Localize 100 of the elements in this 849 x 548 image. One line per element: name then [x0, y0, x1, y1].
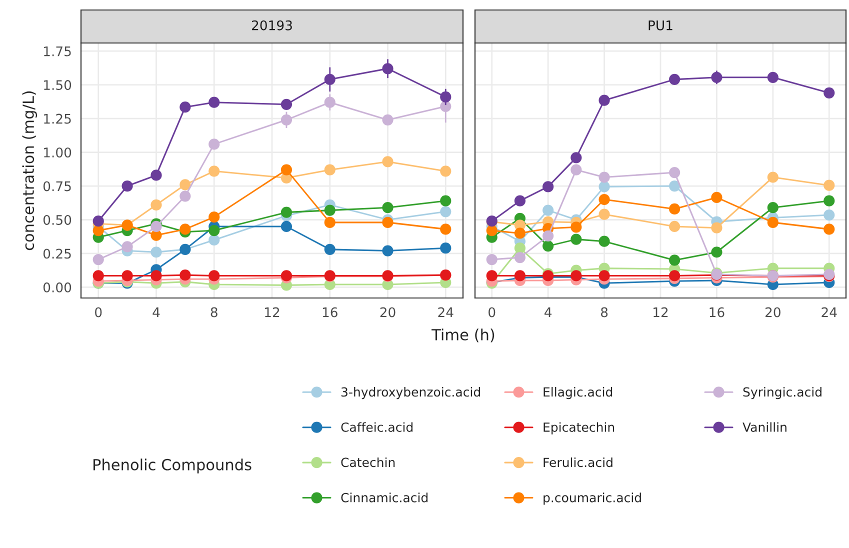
legend-label: Ferulic.acid	[544, 457, 612, 468]
point	[767, 172, 778, 183]
point	[542, 204, 554, 216]
point	[440, 242, 452, 254]
legend-label: p.coumaric.acid	[544, 492, 641, 505]
point	[514, 195, 526, 206]
point	[92, 270, 104, 282]
y-tick-label: 1.25	[44, 114, 71, 124]
point	[280, 206, 292, 218]
point	[280, 164, 292, 176]
point	[542, 230, 554, 242]
point	[150, 199, 162, 210]
x-tick-label: 20	[765, 307, 780, 318]
point	[598, 236, 610, 247]
point	[570, 164, 582, 176]
point	[122, 270, 133, 282]
point	[486, 270, 498, 282]
point	[824, 87, 835, 98]
point	[711, 192, 722, 204]
x-tick-label: 12	[265, 307, 280, 318]
point	[570, 222, 582, 233]
point	[440, 166, 452, 177]
point	[598, 194, 610, 206]
x-tick-label: 24	[822, 307, 837, 318]
point	[208, 234, 220, 246]
x-tick-label: 8	[600, 307, 608, 318]
point	[711, 246, 722, 258]
point	[92, 224, 104, 236]
point	[598, 172, 610, 183]
point	[824, 209, 835, 221]
x-tick-label: 4	[544, 307, 552, 318]
point	[92, 254, 104, 266]
legend-label: Cinnamic.acid	[341, 492, 428, 502]
legend-label: Ellagic.acid	[544, 387, 612, 400]
point	[542, 181, 554, 192]
legend-label: Epicatechin	[544, 422, 614, 434]
point	[324, 244, 336, 255]
point	[767, 202, 778, 214]
chart-title: 20193	[252, 20, 292, 30]
x-tick-label: 8	[210, 307, 218, 318]
point	[668, 203, 680, 215]
point	[122, 180, 133, 192]
point	[382, 202, 394, 214]
point	[440, 206, 452, 218]
point	[92, 216, 104, 227]
point	[150, 170, 162, 181]
point	[668, 166, 680, 178]
y-tick-label: 1.75	[44, 46, 71, 56]
point	[514, 228, 526, 239]
point	[208, 270, 220, 282]
chart-title: PU1	[648, 20, 672, 30]
y-tick-label: 0.50	[43, 214, 72, 225]
point	[382, 156, 394, 168]
y-tick-label: 1.50	[44, 80, 72, 90]
point	[208, 211, 220, 223]
point	[486, 254, 498, 266]
point	[514, 252, 526, 264]
point	[767, 72, 778, 83]
point	[440, 224, 452, 235]
point	[150, 246, 162, 258]
point	[150, 270, 162, 282]
point	[122, 241, 133, 252]
point	[382, 114, 394, 126]
point	[668, 180, 680, 192]
point	[824, 180, 835, 191]
point	[824, 224, 835, 235]
point	[598, 181, 610, 192]
point	[208, 166, 220, 177]
x-tick-label: 0	[488, 307, 496, 318]
x-tick-label: 0	[95, 307, 102, 318]
point	[180, 224, 191, 235]
point	[668, 254, 680, 266]
legend-title: Phenolic Compounds	[94, 458, 252, 474]
legend-label: Vanillin	[742, 422, 786, 432]
legend-label: 3-hydroxybenzoic.acid	[341, 387, 480, 400]
legend-label: Catechin	[341, 457, 395, 468]
point	[324, 164, 336, 176]
point	[382, 245, 394, 256]
point	[668, 270, 680, 282]
point	[598, 270, 610, 282]
y-axis-title: concentration (mg/L)	[22, 91, 38, 250]
point	[570, 152, 582, 164]
x-tick-label: 24	[438, 307, 454, 318]
point	[542, 240, 554, 252]
point	[180, 190, 191, 202]
y-tick-label: 0.00	[43, 282, 72, 292]
legend-label: Caffeic.acid	[341, 422, 413, 432]
point	[382, 216, 394, 228]
point	[280, 220, 292, 232]
point	[711, 222, 722, 234]
point	[824, 195, 835, 206]
point	[668, 220, 680, 232]
point	[668, 74, 680, 85]
point	[324, 216, 336, 228]
point	[440, 195, 452, 206]
point	[280, 98, 292, 110]
point	[598, 94, 610, 106]
x-tick-label: 12	[654, 307, 668, 318]
point	[180, 102, 191, 113]
point	[598, 208, 610, 220]
